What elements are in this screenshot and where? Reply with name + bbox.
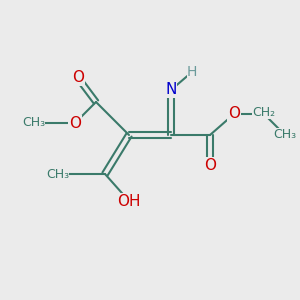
- Text: N: N: [165, 82, 177, 98]
- Text: CH₃: CH₃: [22, 116, 45, 130]
- Text: O: O: [69, 116, 81, 130]
- Text: CH₂: CH₂: [252, 106, 276, 119]
- Text: O: O: [228, 106, 240, 122]
- Text: CH₃: CH₃: [46, 167, 69, 181]
- Text: OH: OH: [117, 194, 141, 208]
- Text: O: O: [72, 70, 84, 86]
- Text: O: O: [204, 158, 216, 172]
- Text: H: H: [187, 65, 197, 79]
- Text: CH₃: CH₃: [273, 128, 297, 142]
